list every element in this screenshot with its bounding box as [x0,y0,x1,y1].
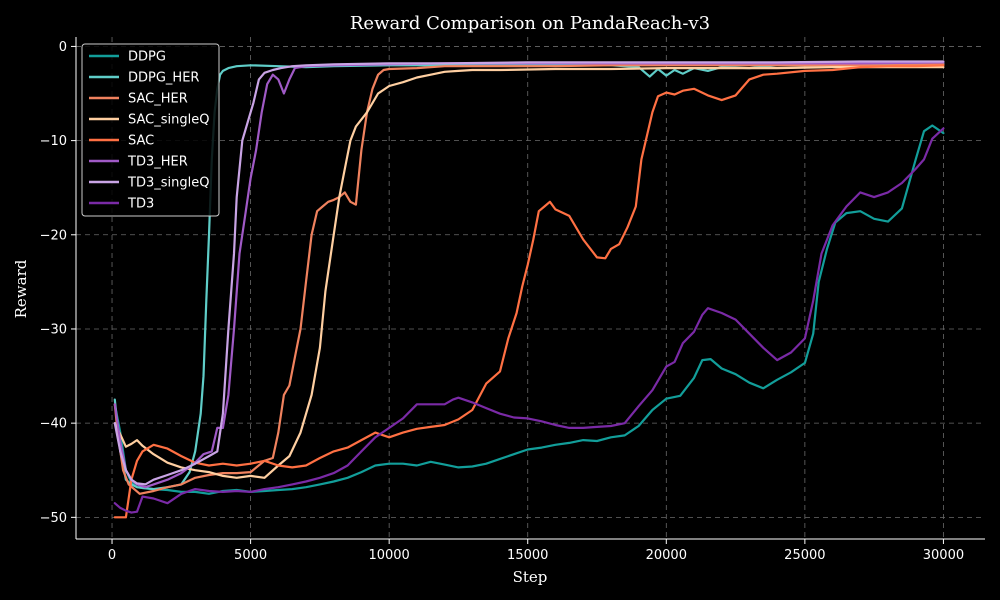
series-line-td3 [113,127,945,514]
y-tick-label: −50 [40,511,67,526]
x-axis-label: Step [513,568,548,586]
ticks-layer: 0 5000 10000 15000 20000 25000 30000 0 −10 −20 −30… [40,40,965,563]
y-axis-label: Reward [12,259,30,318]
series-line-td3-singleq [113,60,945,486]
axes-layer [75,37,985,540]
legend-label: DDPG_HER [128,71,199,86]
y-tick-label: −20 [40,228,67,243]
chart-title: Reward Comparison on PandaReach-v3 [350,13,710,34]
y-tick-label: −10 [40,134,67,149]
legend-label: SAC [128,134,154,149]
x-tick-label: 10000 [368,548,409,563]
legend-label: SAC_singleQ [128,113,209,128]
x-tick-label: 15000 [507,548,548,563]
legend: DDPG DDPG_HER SAC_HER SAC_singleQ SAC TD3_HER… [81,43,220,217]
x-tick-label: 30000 [923,548,964,563]
grid-layer [76,37,985,539]
y-tick-label: 0 [59,40,67,55]
legend-box [81,43,220,217]
series-line-sac [113,64,945,519]
x-tick-label: 20000 [646,548,687,563]
legend-label: TD3_singleQ [127,176,209,191]
legend-label: DDPG [128,50,166,65]
x-tick-label: 5000 [234,548,267,563]
series-line-sac-singleq [113,66,945,479]
y-tick-label: −40 [40,417,67,432]
x-tick-label: 25000 [784,548,825,563]
y-tick-label: −30 [40,322,67,337]
series-line-sac-her [113,63,945,495]
legend-label: SAC_HER [128,92,188,107]
legend-label: TD3_HER [127,155,188,170]
legend-label: TD3 [127,197,154,212]
series-layer [113,60,945,519]
x-tick-label: 0 [108,548,116,563]
